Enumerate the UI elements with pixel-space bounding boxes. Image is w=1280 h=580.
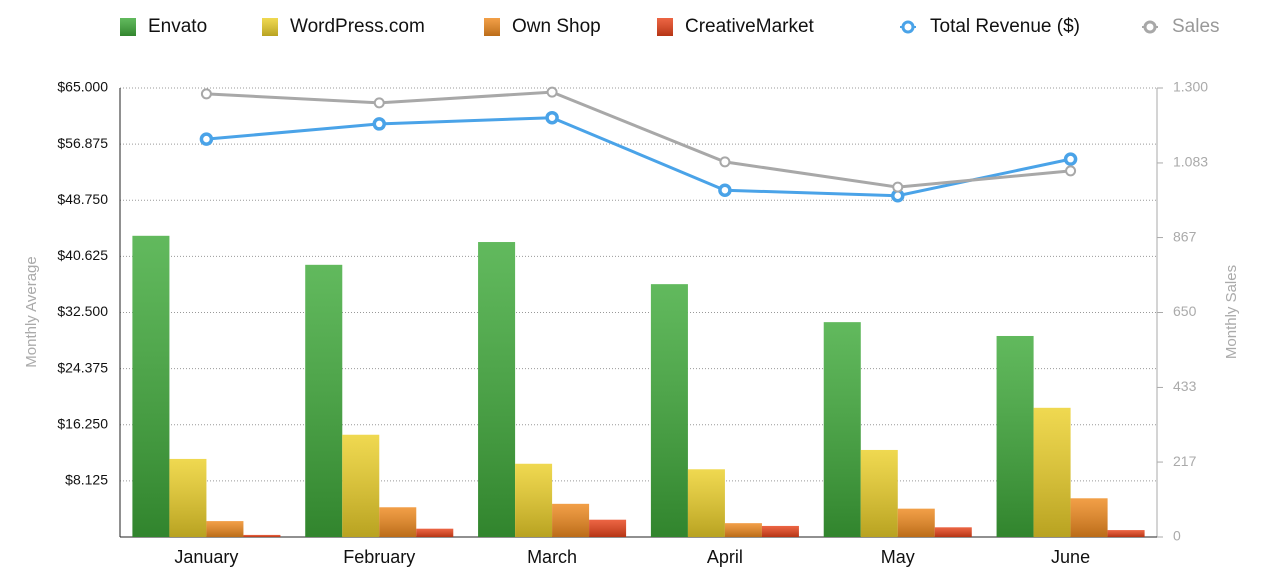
bar-shade xyxy=(1070,498,1108,537)
legend-swatch-shade xyxy=(120,18,136,36)
point xyxy=(892,181,904,193)
bar-shade xyxy=(996,335,1034,537)
point xyxy=(372,117,386,131)
y2-tick-label: 433 xyxy=(1173,378,1197,394)
y-tick-label: $56.875 xyxy=(57,135,108,151)
y2-tick-label: 867 xyxy=(1173,228,1197,244)
y2-tick-label: 1.300 xyxy=(1173,79,1208,95)
bar-shade xyxy=(934,527,972,537)
y-tick-label: $8.125 xyxy=(65,472,108,488)
bar-shade xyxy=(552,503,590,537)
bar-shade xyxy=(132,235,170,537)
bar-shade xyxy=(478,242,516,537)
legend-swatch-shade xyxy=(262,18,278,36)
bar-shade xyxy=(761,525,799,537)
y-tick-label: $48.750 xyxy=(57,191,108,207)
point xyxy=(199,132,214,146)
bar-shade xyxy=(589,519,627,537)
bar-shade xyxy=(650,284,688,537)
x-tick-label: June xyxy=(1051,547,1090,567)
y-tick-label: $65.000 xyxy=(57,79,108,95)
bar-shade xyxy=(169,458,207,537)
y-tick-label: $16.250 xyxy=(57,415,108,431)
legend-marker xyxy=(1143,20,1157,34)
bar-shade xyxy=(687,469,725,537)
x-tick-label: March xyxy=(527,547,577,567)
legend-marker xyxy=(901,20,915,34)
legend-label: CreativeMarket xyxy=(685,16,815,37)
legend-label: Envato xyxy=(148,16,207,37)
y-axis-label: Monthly Average xyxy=(23,256,40,367)
y2-tick-label: 0 xyxy=(1173,528,1181,544)
bar-shade xyxy=(342,434,380,537)
bar-shade xyxy=(1033,407,1071,537)
legend-label: Own Shop xyxy=(512,16,601,37)
y2-tick-label: 650 xyxy=(1173,303,1197,319)
bar-shade xyxy=(416,528,454,537)
x-tick-label: May xyxy=(881,547,915,567)
legend-label: Total Revenue ($) xyxy=(930,16,1080,37)
bar-shade xyxy=(515,463,553,537)
bar-shade xyxy=(823,322,861,537)
bar-shade xyxy=(379,507,417,537)
y2-tick-label: 1.083 xyxy=(1173,154,1208,170)
legend-swatch-shade xyxy=(484,18,500,36)
bar-shade xyxy=(897,508,935,537)
point xyxy=(546,86,558,98)
point xyxy=(373,97,385,109)
point xyxy=(200,88,212,100)
legend-label: WordPress.com xyxy=(290,16,425,37)
bar-shade xyxy=(724,523,762,537)
line xyxy=(206,116,1071,198)
bar-shade xyxy=(860,449,898,537)
y-tick-label: $40.625 xyxy=(57,247,108,263)
point xyxy=(1065,165,1077,177)
bar-shade xyxy=(1107,530,1145,537)
y-tick-label: $32.500 xyxy=(57,303,108,319)
point xyxy=(719,156,731,168)
bar-shade xyxy=(305,264,343,537)
legend-label: Sales xyxy=(1172,16,1220,37)
legend-swatch-shade xyxy=(657,18,673,36)
bar-shade xyxy=(206,521,244,537)
x-tick-label: April xyxy=(707,547,743,567)
point xyxy=(718,183,732,197)
point xyxy=(1063,152,1078,166)
y2-tick-label: 217 xyxy=(1173,453,1197,469)
y2-axis-label: Monthly Sales xyxy=(1223,265,1240,359)
x-tick-label: February xyxy=(343,547,415,567)
line xyxy=(206,90,1071,189)
y-tick-label: $24.375 xyxy=(57,359,108,375)
point xyxy=(545,110,559,125)
bar-shade xyxy=(243,534,281,537)
x-tick-label: January xyxy=(174,547,238,567)
